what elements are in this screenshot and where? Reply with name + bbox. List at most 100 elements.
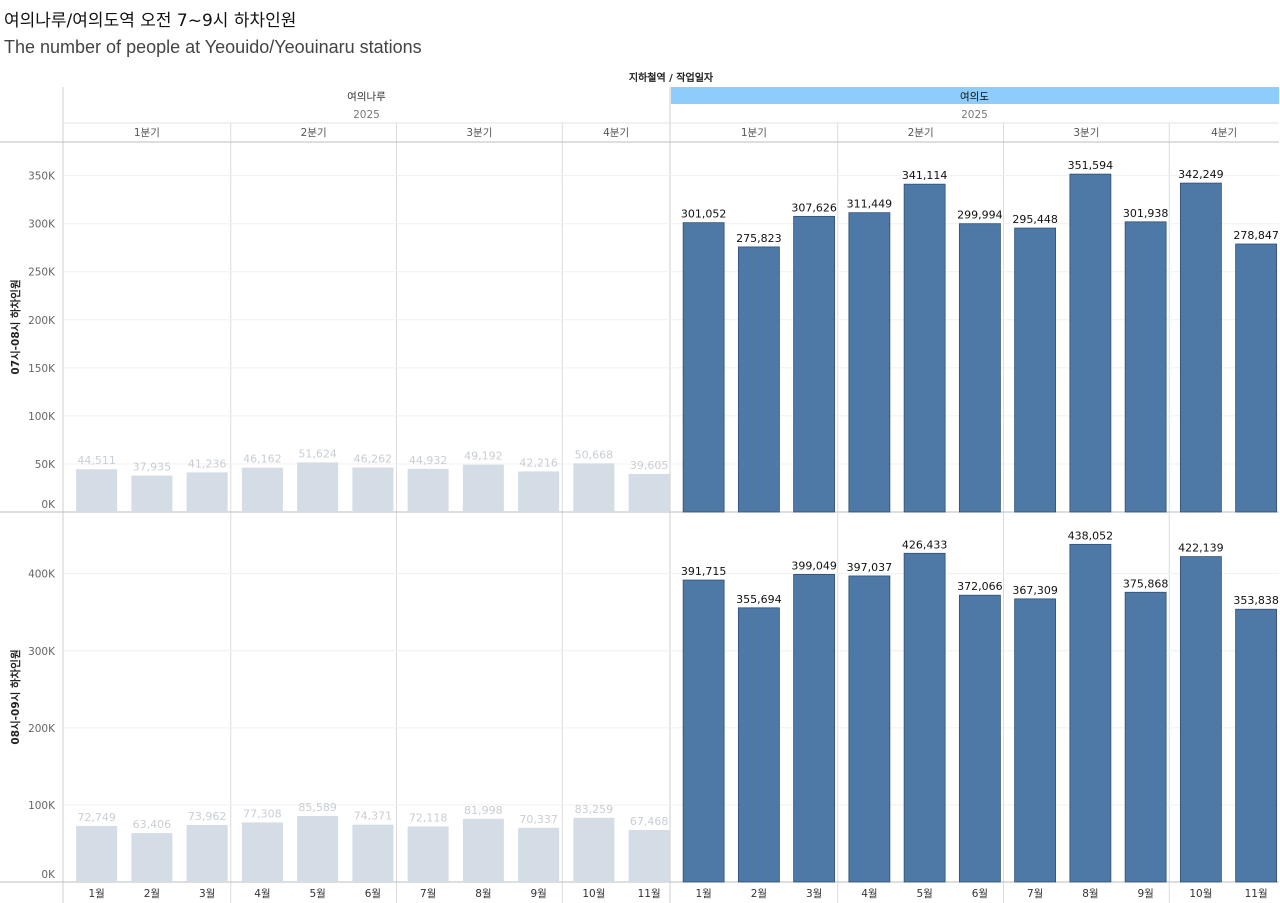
bar-여의나루-5월: [297, 816, 339, 882]
bar-여의도-1월: [682, 222, 725, 513]
column-header-title: 지하철역 / 작업일자: [629, 71, 714, 84]
data-label: 39,605: [630, 459, 669, 472]
data-label: 72,118: [409, 811, 448, 824]
data-label: 46,162: [243, 453, 282, 466]
y-tick-label: 350K: [28, 171, 56, 183]
quarter-header-label: 4분기: [603, 127, 629, 139]
x-tick-label: 10월: [582, 888, 605, 900]
bar-여의나루-6월: [352, 824, 394, 882]
bar-여의나루-1월: [76, 825, 118, 882]
bar-여의나루-8월: [462, 464, 504, 512]
bar-여의도-11월: [1235, 608, 1278, 883]
data-label: 37,935: [133, 461, 172, 474]
station-header-label: 여의도: [960, 91, 989, 103]
x-tick-label: 9월: [1137, 888, 1153, 900]
data-label: 355,694: [736, 593, 782, 606]
data-label: 73,962: [188, 810, 227, 823]
bar-여의나루-6월: [352, 467, 394, 512]
bar-여의나루-4월: [241, 822, 283, 882]
data-label: 63,406: [133, 818, 172, 831]
bar-여의도-5월: [903, 183, 946, 513]
data-label: 307,626: [791, 201, 837, 214]
y-tick-label: 250K: [28, 267, 56, 279]
y-tick-label: 300K: [28, 646, 56, 658]
x-tick-label: 5월: [916, 888, 932, 900]
data-label: 72,749: [77, 811, 116, 824]
x-tick-label: 6월: [972, 888, 988, 900]
y-tick-label: 0K: [41, 869, 56, 881]
data-label: 46,262: [354, 453, 393, 466]
data-label: 342,249: [1178, 168, 1224, 181]
station-header-label: 여의나루: [347, 91, 386, 103]
data-label: 275,823: [736, 232, 782, 245]
data-label: 391,715: [681, 565, 727, 578]
x-tick-label: 3월: [806, 888, 822, 900]
bar-여의도-6월: [958, 223, 1001, 513]
y-tick-label: 150K: [28, 363, 56, 375]
data-label: 51,624: [298, 447, 337, 460]
x-tick-label: 4월: [861, 888, 877, 900]
bar-여의도-1월: [682, 579, 725, 883]
x-tick-label: 2월: [144, 888, 160, 900]
bar-여의도-11월: [1235, 243, 1278, 513]
bar-여의도-10월: [1179, 182, 1222, 513]
bar-여의나루-10월: [573, 817, 615, 882]
data-label: 44,511: [77, 454, 116, 467]
year-header-label: 2025: [961, 109, 988, 121]
bar-여의나루-5월: [297, 462, 339, 512]
x-tick-label: 10월: [1189, 888, 1212, 900]
bar-여의나루-8월: [462, 818, 504, 882]
y-tick-label: 400K: [28, 569, 56, 581]
bar-여의도-7월: [1014, 598, 1057, 883]
x-tick-label: 11월: [638, 888, 661, 900]
data-label: 399,049: [791, 559, 837, 572]
data-label: 85,589: [298, 801, 337, 814]
data-label: 375,868: [1123, 577, 1169, 590]
data-label: 353,838: [1233, 594, 1279, 607]
bar-여의나루-2월: [131, 475, 173, 512]
x-tick-label: 6월: [365, 888, 381, 900]
y-tick-label: 0K: [41, 499, 56, 511]
x-tick-label: 5월: [309, 888, 325, 900]
data-label: 426,433: [902, 538, 948, 551]
quarter-header-label: 1분기: [741, 127, 767, 139]
x-tick-label: 3월: [199, 888, 215, 900]
bar-여의나루-3월: [186, 472, 228, 512]
data-label: 49,192: [464, 450, 503, 463]
x-tick-label: 8월: [475, 888, 491, 900]
y-tick-label: 300K: [28, 219, 56, 231]
bar-여의도-9월: [1124, 591, 1167, 883]
data-label: 299,994: [957, 209, 1003, 222]
bar-여의나루-3월: [186, 824, 228, 882]
data-label: 301,052: [681, 208, 727, 221]
data-label: 311,449: [847, 198, 893, 211]
quarter-header-label: 2분기: [301, 127, 327, 139]
bar-여의도-8월: [1069, 543, 1112, 883]
quarter-header-label: 3분기: [466, 127, 492, 139]
y-tick-label: 100K: [28, 800, 56, 812]
data-label: 301,938: [1123, 207, 1169, 220]
y-tick-label: 200K: [28, 723, 56, 735]
bar-여의도-4월: [848, 212, 891, 513]
data-label: 83,259: [575, 803, 614, 816]
x-tick-label: 1월: [88, 888, 104, 900]
bar-여의나루-1월: [76, 469, 118, 512]
quarter-header-label: 2분기: [908, 127, 934, 139]
y-tick-label: 100K: [28, 411, 56, 423]
data-label: 278,847: [1233, 229, 1279, 242]
data-label: 44,932: [409, 454, 448, 467]
bar-여의나루-9월: [518, 827, 560, 882]
data-label: 295,448: [1012, 213, 1058, 226]
data-label: 422,139: [1178, 542, 1224, 555]
data-label: 74,371: [354, 810, 393, 823]
data-label: 372,066: [957, 580, 1003, 593]
bar-여의도-7월: [1014, 227, 1057, 513]
data-label: 50,668: [575, 448, 614, 461]
year-header-label: 2025: [353, 109, 380, 121]
bar-여의나루-9월: [518, 471, 560, 512]
x-tick-label: 7월: [1027, 888, 1043, 900]
bar-여의나루-2월: [131, 833, 173, 882]
x-tick-label: 7월: [420, 888, 436, 900]
bar-여의나루-11월: [628, 473, 670, 512]
bar-여의도-6월: [958, 594, 1001, 883]
